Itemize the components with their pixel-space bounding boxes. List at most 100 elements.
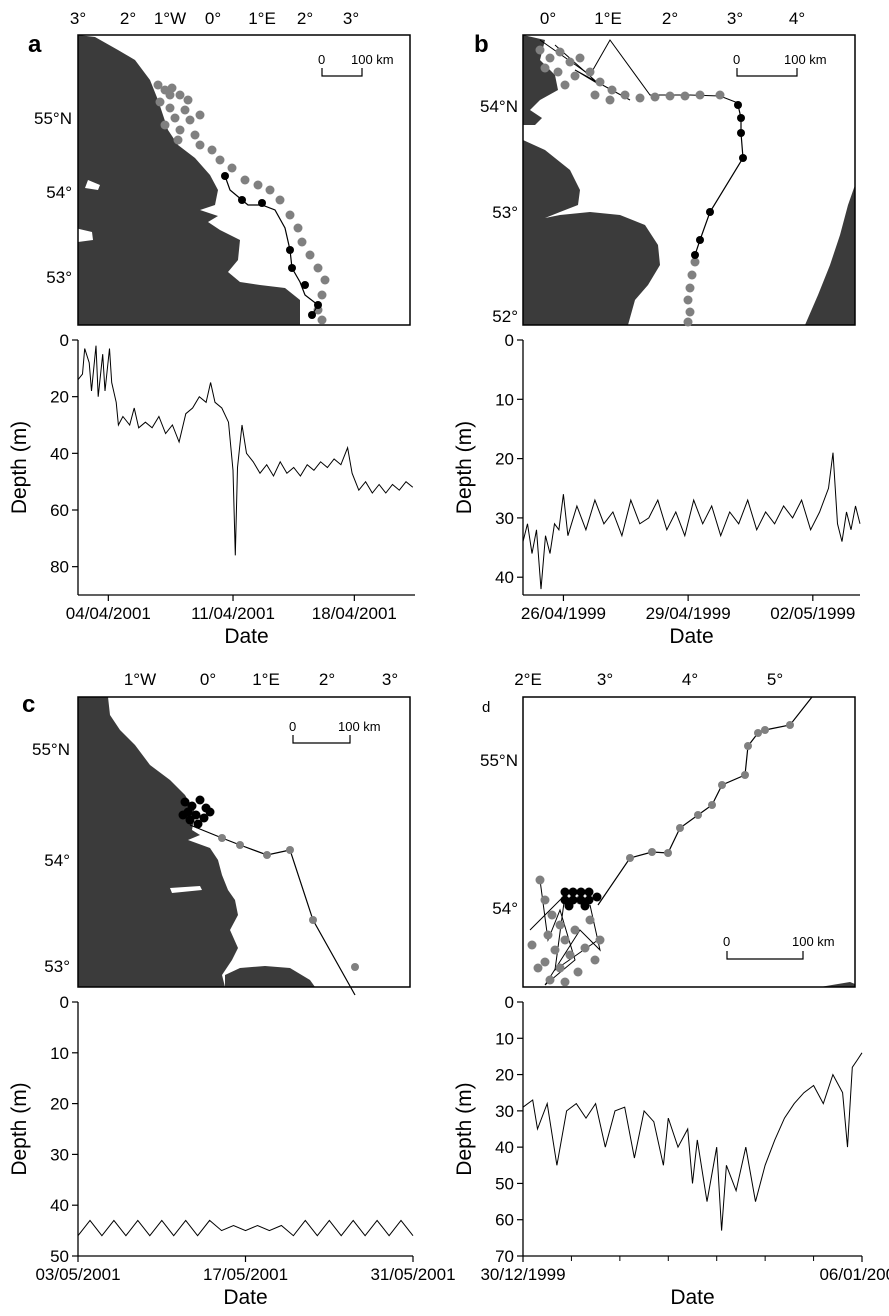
map-a-wash (75, 228, 93, 242)
x-tick-label-b-1: 29/04/1999 (646, 604, 731, 623)
depth-plot-a: 0 20 40 60 80 04/04/2001 11/04/2001 18/04/2001 D… (8, 331, 415, 648)
x-axis-title-b: Date (669, 625, 713, 648)
y-tick-label-c-5: 50 (50, 1247, 69, 1266)
y-tick-label-a-4: 80 (50, 558, 69, 577)
y-tick-label-b-4: 40 (495, 568, 514, 587)
y-tick-label-a-0: 0 (60, 331, 69, 350)
lon-tick-d-0: 2°E (514, 670, 542, 689)
y-tick-label-d-2: 20 (495, 1066, 514, 1085)
y-tick-label-d-5: 50 (495, 1174, 514, 1193)
lon-tick-a-2: 1°W (154, 9, 186, 28)
map-a-scale-zero: 0 (318, 52, 325, 67)
map-a-lat-ticks: 55°N 54° 53° (34, 109, 72, 287)
map-a-lon-ticks: 3° 2° 1°W 0° 1°E 2° 3° (70, 9, 359, 28)
map-b-lat-ticks: 54°N 53° 52° (480, 97, 518, 326)
lat-tick-b-0: 54°N (480, 97, 518, 116)
map-d-lon-ticks: 2°E 3° 4° 5° (514, 670, 783, 689)
lon-tick-a-1: 2° (120, 9, 136, 28)
depth-trace-c (77, 1219, 414, 1237)
map-c-scale-bar: 0 100 km (289, 719, 381, 744)
map-a-scale-bar: 0 100 km (318, 52, 394, 77)
map-a: 0 100 km a 3° 2° 1°W 0° 1°E 2° 3° 55°N 5… (28, 9, 411, 326)
map-c: 0 100 km c 1°W 0° 1°E 2° 3° 55°N 54° 53° (22, 670, 411, 996)
x-tick-label-a-0: 04/04/2001 (66, 604, 151, 623)
map-d-lat-ticks: 55°N 54° (480, 751, 518, 918)
lat-tick-a-1: 54° (46, 183, 72, 202)
lon-tick-b-0: 0° (540, 9, 556, 28)
panel-letter-c: c (22, 691, 35, 718)
map-c-lon-ticks: 1°W 0° 1°E 2° 3° (124, 670, 398, 689)
map-a-black-fixes (221, 172, 322, 319)
lon-tick-a-4: 1°E (248, 9, 276, 28)
lat-tick-b-1: 53° (492, 203, 518, 222)
lat-tick-d-1: 54° (492, 899, 518, 918)
x-axis-title-a: Date (224, 625, 268, 648)
map-d-track-fixes (626, 721, 794, 862)
map-a-scale-label: 100 km (351, 52, 394, 67)
lon-tick-d-3: 5° (767, 670, 783, 689)
panel-letter-d: d (482, 699, 490, 716)
y-tick-label-d-3: 30 (495, 1102, 514, 1121)
lon-tick-c-2: 1°E (252, 670, 280, 689)
map-c-lat-ticks: 55°N 54° 53° (32, 740, 70, 976)
map-c-land-south (225, 966, 315, 987)
y-tick-label-d-0: 0 (505, 993, 514, 1012)
map-d-black-fixes (560, 887, 602, 911)
lon-tick-a-3: 0° (205, 9, 221, 28)
lat-tick-a-2: 53° (46, 268, 72, 287)
map-d-scale-bar: 0 100 km (723, 934, 835, 960)
lon-tick-b-1: 1°E (594, 9, 622, 28)
map-b-scale-bar: 0 100 km (733, 52, 827, 77)
y-tick-label-a-3: 60 (50, 501, 69, 520)
map-d: 0 100 km d 2°E 3° 4° 5° 55°N 54° (480, 670, 856, 988)
x-tick-label-b-0: 26/04/1999 (521, 604, 606, 623)
x-tick-label-c-2: 31/05/2001 (370, 1265, 455, 1284)
y-axis-title-d: Depth (m) (453, 1082, 476, 1175)
depth-trace-d (522, 1052, 863, 1231)
map-c-estuary (170, 886, 202, 893)
lon-tick-c-0: 1°W (124, 670, 156, 689)
y-axis-title-a: Depth (m) (8, 421, 31, 514)
x-axis-title-d: Date (670, 1286, 714, 1309)
map-c-scale-zero: 0 (289, 719, 296, 734)
map-a-grey-fixes (153, 80, 330, 325)
map-d-grey-fixes (527, 875, 605, 987)
panel-letter-a: a (28, 31, 42, 58)
lon-tick-b-2: 2° (662, 9, 678, 28)
y-tick-label-a-1: 20 (50, 388, 69, 407)
map-b-grey-fixes (535, 45, 725, 327)
depth-trace-b (522, 452, 861, 590)
map-d-land-corner (820, 982, 855, 987)
y-tick-label-b-0: 0 (505, 331, 514, 350)
lon-tick-d-1: 3° (597, 670, 613, 689)
map-b: 0 100 km b 0° 1°E 2° 3° 4° 54°N 53° 52° (474, 9, 856, 327)
depth-trace-a (77, 345, 414, 556)
map-a-estuary (85, 180, 100, 190)
map-c-black-fixes (178, 795, 215, 829)
lat-tick-c-0: 55°N (32, 740, 70, 759)
lon-tick-a-0: 3° (70, 9, 86, 28)
y-tick-label-c-0: 0 (60, 993, 69, 1012)
x-tick-label-d-0: 30/12/1999 (480, 1265, 565, 1284)
lon-tick-c-1: 0° (200, 670, 216, 689)
y-tick-label-b-1: 10 (495, 390, 514, 409)
y-tick-label-b-3: 30 (495, 509, 514, 528)
y-tick-label-c-3: 30 (50, 1145, 69, 1164)
lon-tick-b-3: 3° (727, 9, 743, 28)
x-tick-label-b-2: 02/05/1999 (770, 604, 855, 623)
map-b-scale-label: 100 km (784, 52, 827, 67)
lat-tick-c-1: 54° (44, 851, 70, 870)
lon-tick-c-3: 2° (319, 670, 335, 689)
map-b-scale-zero: 0 (733, 52, 740, 67)
x-tick-label-a-2: 18/04/2001 (312, 604, 397, 623)
depth-plot-b: 0 10 20 30 40 26/04/1999 29/04/1999 02/05/1999 D… (453, 331, 861, 648)
map-b-land-west (523, 35, 558, 125)
y-tick-label-d-6: 60 (495, 1211, 514, 1230)
map-c-grey-fixes (218, 834, 359, 971)
lon-tick-b-4: 4° (789, 9, 805, 28)
y-axis-title-c: Depth (m) (8, 1082, 31, 1175)
x-tick-label-c-0: 03/05/2001 (35, 1265, 120, 1284)
y-tick-label-d-4: 40 (495, 1138, 514, 1157)
